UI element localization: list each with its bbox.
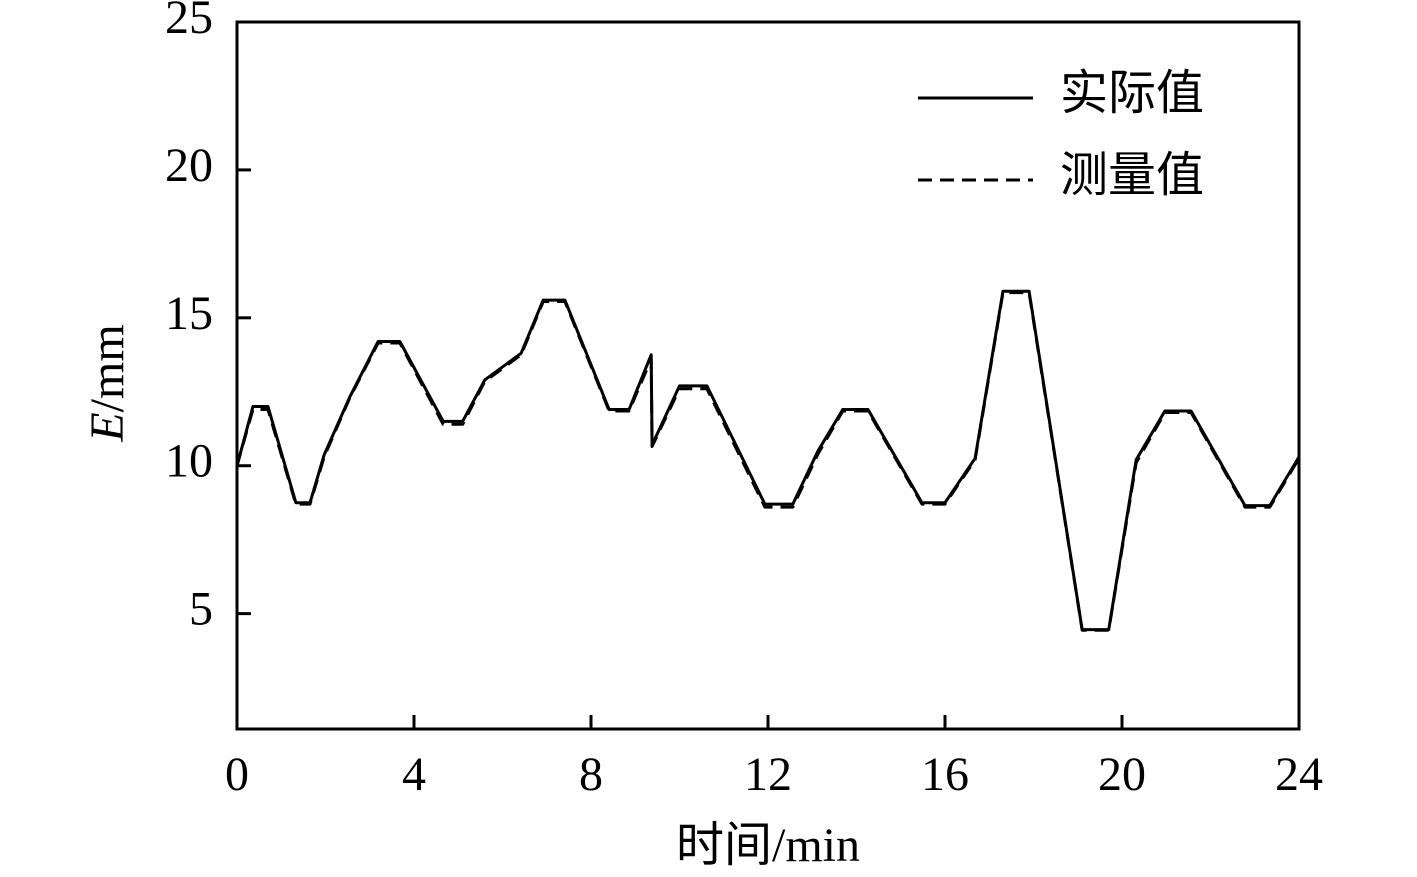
y-axis-unit: /mm: [81, 324, 134, 412]
x-tick-label: 8: [579, 748, 603, 801]
x-tick-label: 0: [225, 748, 249, 801]
plot-frame: [235, 20, 1301, 731]
y-axis-symbol: E: [81, 412, 134, 442]
y-tick-label: 5: [189, 583, 213, 636]
y-tick-label: 15: [165, 287, 213, 340]
data-line: [235, 291, 1301, 632]
x-tick-label: 12: [744, 748, 792, 801]
y-tick-label: 20: [165, 139, 213, 192]
x-tick-label: 4: [402, 748, 426, 801]
y-tick-label: 10: [165, 435, 213, 488]
x-tick-label: 16: [921, 748, 969, 801]
x-tick-label: 24: [1275, 748, 1323, 801]
legend-label: 测量值: [1060, 149, 1204, 202]
x-axis-label: 时间/min: [676, 819, 860, 872]
y-tick-label: 25: [165, 0, 213, 44]
y-axis-label: E/mm: [81, 324, 134, 442]
x-tick-label: 20: [1098, 748, 1146, 801]
legend-label: 实际值: [1060, 67, 1204, 120]
